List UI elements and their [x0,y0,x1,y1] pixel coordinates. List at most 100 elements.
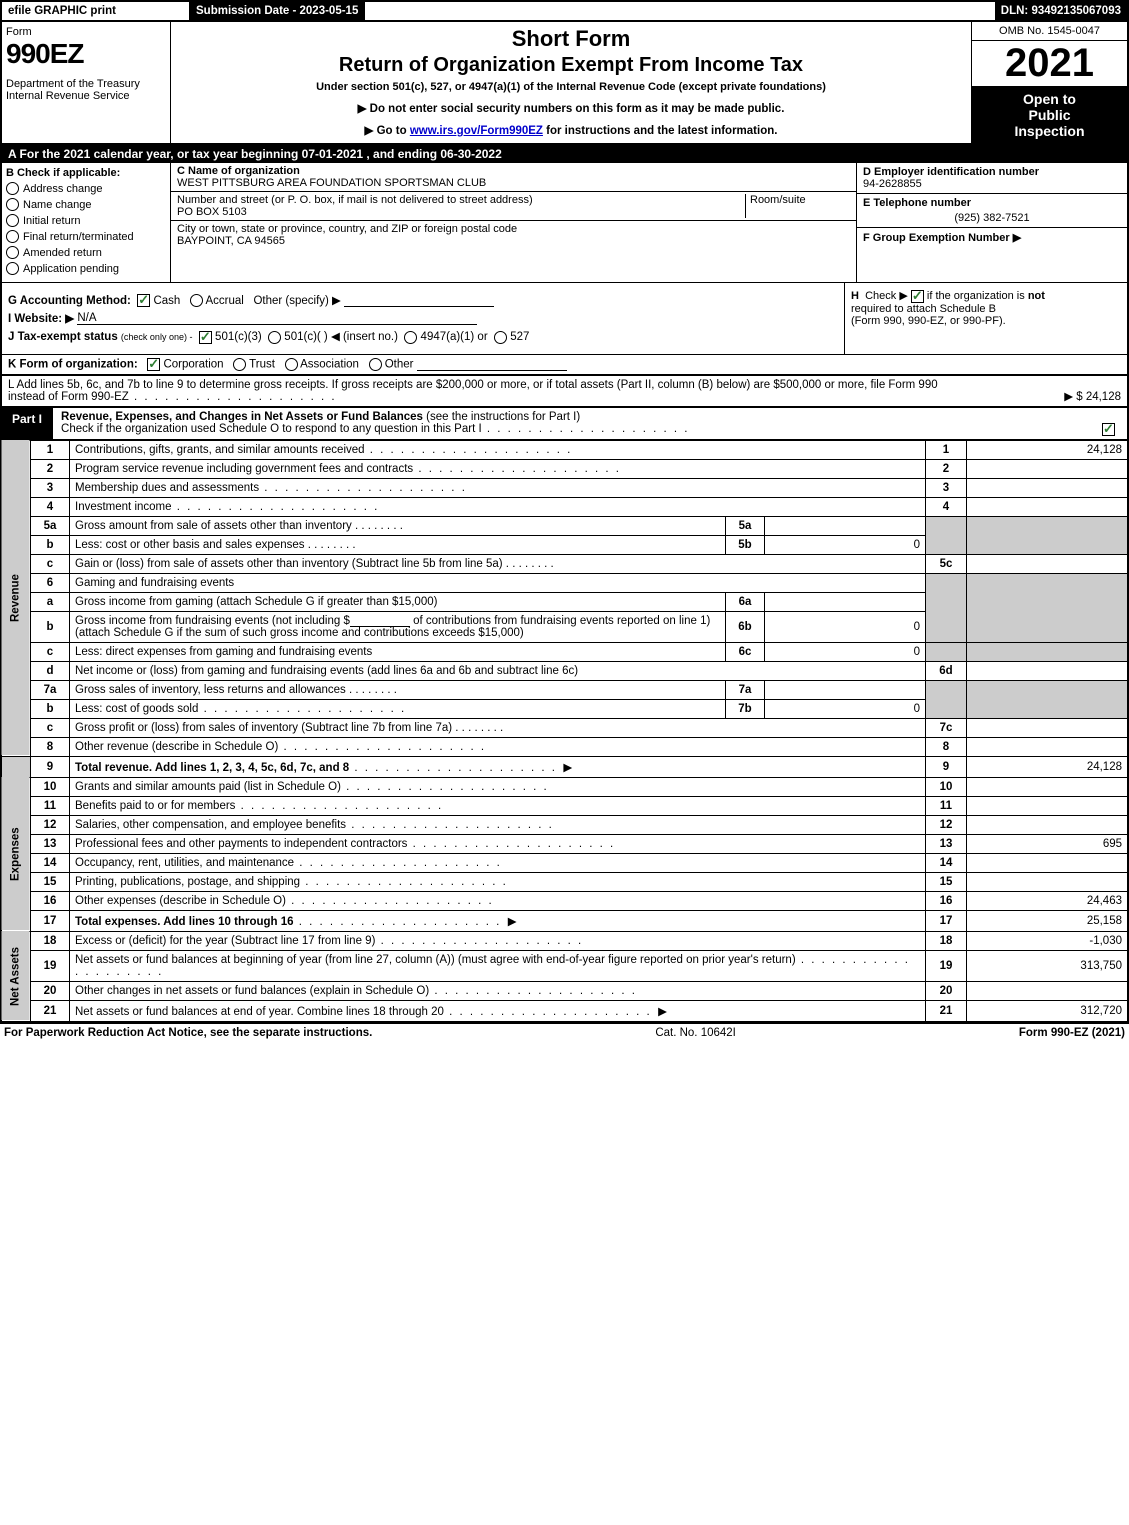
other-org-input[interactable] [417,370,567,371]
org-name-value: WEST PITTSBURG AREA FOUNDATION SPORTSMAN… [177,177,486,189]
grey-cell [967,680,1129,718]
col-def: D Employer identification number 94-2628… [856,163,1127,282]
sub-num: 6b [726,611,765,642]
sub-value [765,680,926,699]
line-desc: Excess or (deficit) for the year (Subtra… [70,931,926,950]
cell-org-name: C Name of organization WEST PITTSBURG AR… [171,163,856,192]
radio-527[interactable] [494,331,507,344]
line-value [967,815,1129,834]
grey-cell [926,573,967,642]
line-num: 12 [31,815,70,834]
line-desc: Other changes in net assets or fund bala… [70,981,926,1000]
goto-link[interactable]: www.irs.gov/Form990EZ [410,125,543,137]
line-desc: Membership dues and assessments [70,478,926,497]
part-i-table: Revenue 1 Contributions, gifts, grants, … [0,440,1129,1022]
line-rnum: 4 [926,497,967,516]
line-num: 9 [31,756,70,777]
line-num: 16 [31,891,70,910]
radio-accrual[interactable] [190,294,203,307]
cell-city: City or town, state or province, country… [171,221,856,249]
org-name-label: C Name of organization [177,165,300,177]
line-rnum: 6d [926,661,967,680]
dept-label: Department of the Treasury Internal Reve… [6,78,166,102]
checkbox-501c3[interactable] [199,331,212,344]
tel-value: (925) 382-7521 [863,212,1121,224]
line-num: 7a [31,680,70,699]
circle-icon[interactable] [6,198,19,211]
col-b-header: B Check if applicable: [6,167,166,179]
sub-num: 7a [726,680,765,699]
circle-icon[interactable] [6,214,19,227]
top-bar: efile GRAPHIC print Submission Date - 20… [0,0,1129,20]
circle-icon[interactable] [6,246,19,259]
line-desc: Printing, publications, postage, and shi… [70,872,926,891]
grey-cell [967,573,1129,642]
checkbox-h-not-required[interactable] [911,290,924,303]
radio-trust[interactable] [233,358,246,371]
line-num: 18 [31,931,70,950]
cell-telephone: E Telephone number (925) 382-7521 [857,194,1127,228]
grey-cell [926,680,967,718]
line-num: 1 [31,440,70,459]
city-label: City or town, state or province, country… [177,223,517,235]
footer-center: Cat. No. 10642I [655,1027,736,1039]
row-k: K Form of organization: Corporation Trus… [0,354,1129,375]
header-right: OMB No. 1545-0047 2021 Open to Public In… [971,22,1127,143]
line-desc: Gross amount from sale of assets other t… [70,516,726,535]
line-desc: Gain or (loss) from sale of assets other… [70,554,926,573]
checkbox-corporation[interactable] [147,358,160,371]
cell-group-exemption: F Group Exemption Number ▶ [857,228,1127,282]
line-num: 6 [31,573,70,592]
circle-icon[interactable] [6,182,19,195]
opt-final-return: Final return/terminated [6,230,166,243]
line-desc: Gross income from fundraising events (no… [70,611,726,642]
dln-label: DLN: 93492135067093 [995,2,1127,20]
line-value [967,718,1129,737]
open-line3: Inspection [1014,123,1084,139]
sub-value: 0 [765,611,926,642]
opt-initial-return: Initial return [6,214,166,227]
sub-value [765,516,926,535]
line-value: 24,128 [967,440,1129,459]
radio-other[interactable] [369,358,382,371]
circle-icon[interactable] [6,262,19,275]
col-c: C Name of organization WEST PITTSBURG AR… [171,163,856,282]
sub-value: 0 [765,535,926,554]
entity-block: B Check if applicable: Address change Na… [0,163,1129,283]
line-desc: Net assets or fund balances at end of ye… [70,1000,926,1021]
line-num: 5a [31,516,70,535]
website-value: N/A [77,312,477,325]
line-rnum: 18 [926,931,967,950]
ein-value: 94-2628855 [863,178,922,190]
line-value [967,459,1129,478]
checkbox-schedule-o-part-i[interactable] [1102,423,1115,436]
opt-application-pending: Application pending [6,262,166,275]
line-num: b [31,535,70,554]
row-l: L Add lines 5b, 6c, and 7b to line 9 to … [0,375,1129,407]
title-return: Return of Organization Exempt From Incom… [179,54,963,77]
circle-icon[interactable] [6,230,19,243]
form-header: Form 990EZ Department of the Treasury In… [0,20,1129,145]
line-value: 312,720 [967,1000,1129,1021]
line-value [967,497,1129,516]
line-desc: Investment income [70,497,926,516]
checkbox-cash[interactable] [137,294,150,307]
line-num: 4 [31,497,70,516]
line-value: 695 [967,834,1129,853]
line-value [967,737,1129,756]
radio-association[interactable] [285,358,298,371]
radio-4947[interactable] [404,331,417,344]
line-rnum: 19 [926,950,967,981]
line-num: 10 [31,777,70,796]
g-label: G Accounting Method: [8,295,131,307]
goto-line: ▶ Go to www.irs.gov/Form990EZ for instru… [179,123,963,137]
form-word: Form [6,26,166,38]
revenue-section-label: Revenue [1,440,31,756]
other-specify-input[interactable] [344,306,494,307]
line-desc: Program service revenue including govern… [70,459,926,478]
room-label: Room/suite [750,194,806,206]
radio-501c[interactable] [268,331,281,344]
line-rnum: 16 [926,891,967,910]
line-rnum: 9 [926,756,967,777]
line-desc: Benefits paid to or for members [70,796,926,815]
